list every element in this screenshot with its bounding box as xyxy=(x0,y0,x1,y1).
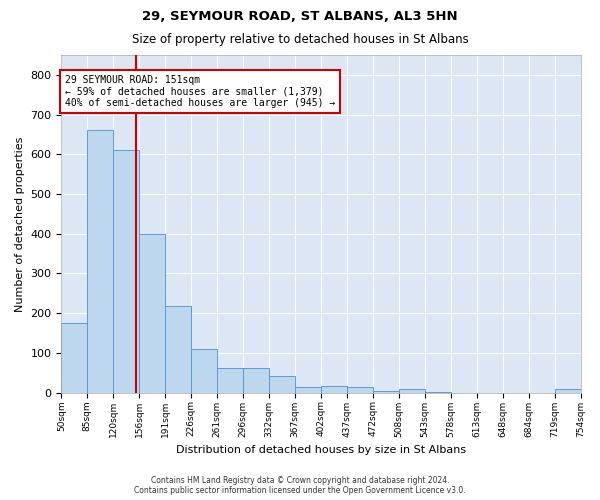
Bar xyxy=(269,376,295,392)
Text: 29, SEYMOUR ROAD, ST ALBANS, AL3 5HN: 29, SEYMOUR ROAD, ST ALBANS, AL3 5HN xyxy=(142,10,458,23)
Bar xyxy=(554,390,581,392)
X-axis label: Distribution of detached houses by size in St Albans: Distribution of detached houses by size … xyxy=(176,445,466,455)
Text: Size of property relative to detached houses in St Albans: Size of property relative to detached ho… xyxy=(131,32,469,46)
Bar xyxy=(321,386,347,392)
Bar xyxy=(191,349,217,393)
Text: 29 SEYMOUR ROAD: 151sqm
← 59% of detached houses are smaller (1,379)
40% of semi: 29 SEYMOUR ROAD: 151sqm ← 59% of detache… xyxy=(65,75,335,108)
Bar xyxy=(139,234,165,392)
Bar xyxy=(61,323,88,392)
Bar xyxy=(88,130,113,392)
Bar xyxy=(243,368,269,392)
Bar xyxy=(295,386,321,392)
Bar xyxy=(347,388,373,392)
Bar xyxy=(113,150,139,392)
Bar xyxy=(373,390,399,392)
Text: Contains HM Land Registry data © Crown copyright and database right 2024.
Contai: Contains HM Land Registry data © Crown c… xyxy=(134,476,466,495)
Bar xyxy=(399,390,425,392)
Y-axis label: Number of detached properties: Number of detached properties xyxy=(15,136,25,312)
Bar xyxy=(217,368,243,392)
Bar xyxy=(165,306,191,392)
